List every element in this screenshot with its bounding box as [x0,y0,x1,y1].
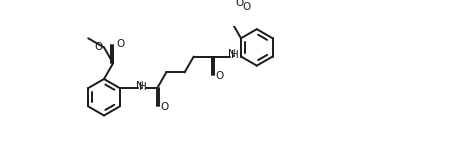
Text: O: O [160,102,169,112]
Text: H: H [139,82,147,92]
Text: O: O [215,71,224,81]
Text: N: N [228,49,236,59]
Text: N: N [136,81,143,92]
Text: H: H [231,50,239,60]
Text: O: O [94,42,102,52]
Text: O: O [117,39,124,49]
Text: O: O [242,2,251,12]
Text: O: O [235,0,243,8]
